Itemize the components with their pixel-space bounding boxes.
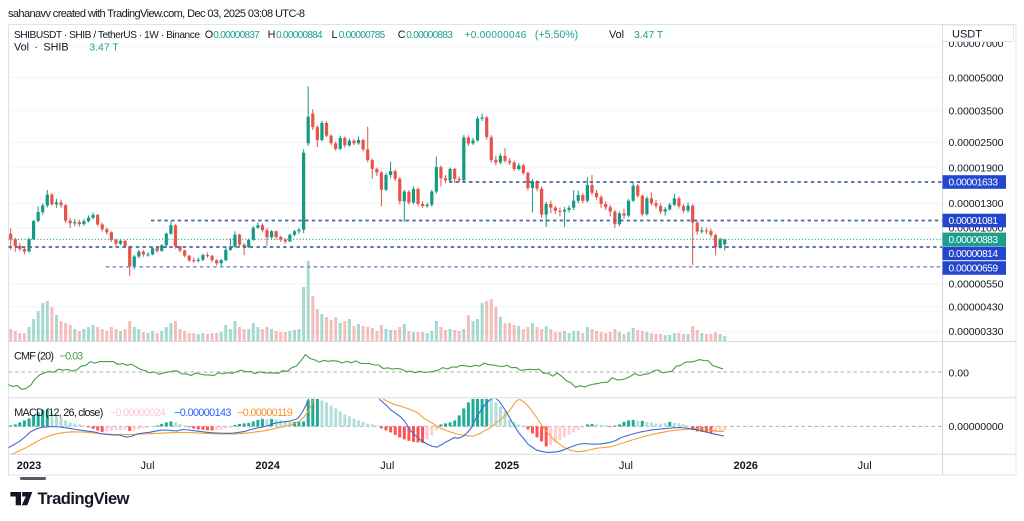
- svg-text:H: H: [268, 29, 276, 41]
- svg-text:0.00000883: 0.00000883: [406, 30, 453, 41]
- svg-text:−0.00000024: −0.00000024: [110, 407, 166, 419]
- svg-text:2024: 2024: [255, 460, 280, 472]
- svg-text:Vol: Vol: [609, 29, 624, 41]
- svg-text:Jul: Jul: [619, 460, 633, 472]
- svg-text:Jul: Jul: [140, 460, 154, 472]
- svg-text:L: L: [332, 29, 338, 41]
- svg-text:0.00001633: 0.00001633: [949, 178, 999, 189]
- svg-text:SHIBUSDT · SHIB / TetherUS · 1: SHIBUSDT · SHIB / TetherUS · 1W · Binanc…: [14, 30, 200, 41]
- svg-text:O: O: [205, 29, 213, 41]
- svg-text:0.00001081: 0.00001081: [949, 216, 999, 227]
- svg-text:0.00001900: 0.00001900: [949, 163, 1004, 175]
- svg-text:+0.00000046: +0.00000046: [465, 30, 527, 41]
- svg-text:0.00001300: 0.00001300: [949, 198, 1004, 210]
- svg-text:Jul: Jul: [858, 460, 872, 472]
- svg-text:0.00000883: 0.00000883: [949, 235, 999, 246]
- svg-text:3.47 T: 3.47 T: [89, 43, 119, 54]
- svg-text:0.00000000: 0.00000000: [949, 421, 1004, 433]
- svg-text:0.00000330: 0.00000330: [949, 326, 1004, 338]
- svg-text:0.00005000: 0.00005000: [949, 72, 1004, 84]
- svg-text:USDT: USDT: [952, 28, 982, 40]
- svg-text:0.00000837: 0.00000837: [213, 30, 260, 41]
- svg-text:(+5.50%): (+5.50%): [535, 29, 578, 41]
- svg-text:0.00000659: 0.00000659: [949, 264, 999, 275]
- svg-text:0.00002500: 0.00002500: [949, 137, 1004, 149]
- svg-text:−0.03: −0.03: [60, 351, 83, 363]
- svg-text:0.00000550: 0.00000550: [949, 279, 1004, 291]
- svg-text:−0.00000143: −0.00000143: [174, 407, 231, 419]
- svg-text:C: C: [398, 29, 406, 41]
- svg-text:0.00000884: 0.00000884: [276, 30, 323, 41]
- svg-text:0.00003500: 0.00003500: [949, 106, 1004, 118]
- svg-text:2026: 2026: [733, 460, 757, 472]
- svg-text:CMF (20): CMF (20): [14, 351, 54, 363]
- svg-text:2023: 2023: [17, 460, 41, 472]
- svg-text:0.00000814: 0.00000814: [949, 249, 999, 260]
- svg-text:0.00000430: 0.00000430: [949, 301, 1004, 313]
- svg-text:2025: 2025: [495, 460, 519, 472]
- svg-text:0.00: 0.00: [949, 367, 970, 379]
- svg-text:−0.00000119: −0.00000119: [237, 407, 293, 419]
- svg-text:TradingView: TradingView: [38, 490, 130, 508]
- svg-text:Jul: Jul: [380, 460, 394, 472]
- svg-text:MACD (12, 26, close): MACD (12, 26, close): [14, 407, 103, 419]
- svg-text:sahanavv created with TradingV: sahanavv created with TradingView.com, D…: [8, 8, 305, 20]
- svg-text:0.00000785: 0.00000785: [339, 30, 386, 41]
- svg-text:Vol · SHIB: Vol · SHIB: [14, 42, 69, 54]
- svg-text:3.47 T: 3.47 T: [634, 30, 664, 41]
